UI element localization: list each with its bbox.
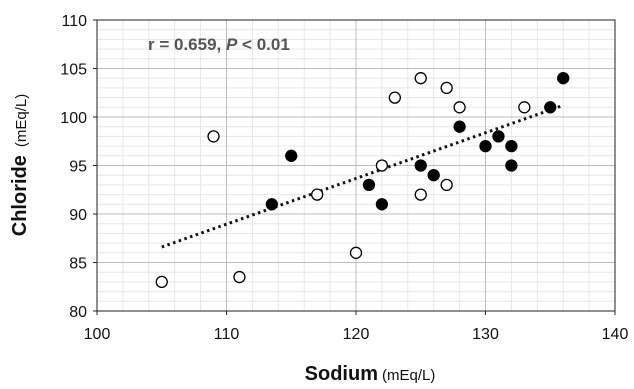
data-point-open (414, 72, 427, 85)
x-axis-label: Sodium (305, 363, 378, 385)
data-point-open (440, 178, 453, 192)
p-label: P (226, 35, 238, 54)
r-value-text: r = 0.659, (148, 35, 226, 54)
x-tick-label: 120 (343, 326, 370, 343)
x-axis-title: Sodium (mEq/L) (305, 363, 436, 385)
y-axis-unit: (mEq/L) (13, 94, 30, 147)
data-point-open (414, 188, 427, 201)
data-point-filled (492, 130, 505, 143)
x-axis-unit: (mEq/L) (382, 367, 435, 384)
data-point-filled (362, 178, 376, 192)
data-point-open (440, 81, 453, 95)
data-point-filled (479, 139, 492, 153)
y-tick-label: 110 (61, 13, 87, 30)
data-point-open (349, 246, 363, 259)
data-point-filled (505, 139, 518, 153)
y-tick-label: 105 (60, 62, 87, 79)
data-point-open (310, 188, 324, 201)
y-tick-labels: 80 85 90 95 100 105 110 (60, 13, 97, 321)
y-tick-label: 85 (69, 256, 87, 273)
trendline-group (161, 103, 564, 249)
data-point-open (388, 91, 402, 104)
p-value-text: < 0.01 (237, 35, 289, 54)
correlation-annotation: r = 0.659, P < 0.01 (148, 35, 290, 54)
y-axis-label: Chloride (9, 155, 31, 236)
data-point-filled (557, 72, 570, 85)
data-point-open (453, 101, 466, 114)
data-point-open (207, 130, 220, 143)
x-tick-label: 140 (602, 326, 629, 343)
x-tick-labels: 100 110 120 130 140 (84, 311, 629, 343)
data-point-filled (285, 149, 298, 162)
data-point-filled (544, 101, 557, 114)
data-point-filled (265, 198, 278, 211)
data-point-filled (453, 120, 466, 133)
data-point-open (155, 275, 168, 289)
data-point-filled (427, 169, 440, 182)
data-point-open (375, 159, 389, 172)
data-points (155, 72, 570, 289)
data-point-open (518, 101, 531, 114)
data-point-filled (505, 159, 518, 172)
x-tick-label: 110 (214, 326, 240, 343)
data-point-filled (375, 198, 389, 211)
major-gridlines (97, 20, 615, 311)
y-tick-label: 100 (60, 110, 87, 127)
y-tick-label: 90 (69, 207, 87, 224)
data-point-open (233, 270, 246, 284)
y-axis-title: Chloride (mEq/L) (9, 94, 31, 236)
y-tick-label: 95 (69, 159, 87, 176)
data-point-filled (414, 159, 427, 172)
x-tick-label: 100 (84, 326, 111, 343)
y-tick-label: 80 (69, 304, 87, 321)
trendline (161, 103, 564, 249)
x-tick-label: 130 (472, 326, 499, 343)
